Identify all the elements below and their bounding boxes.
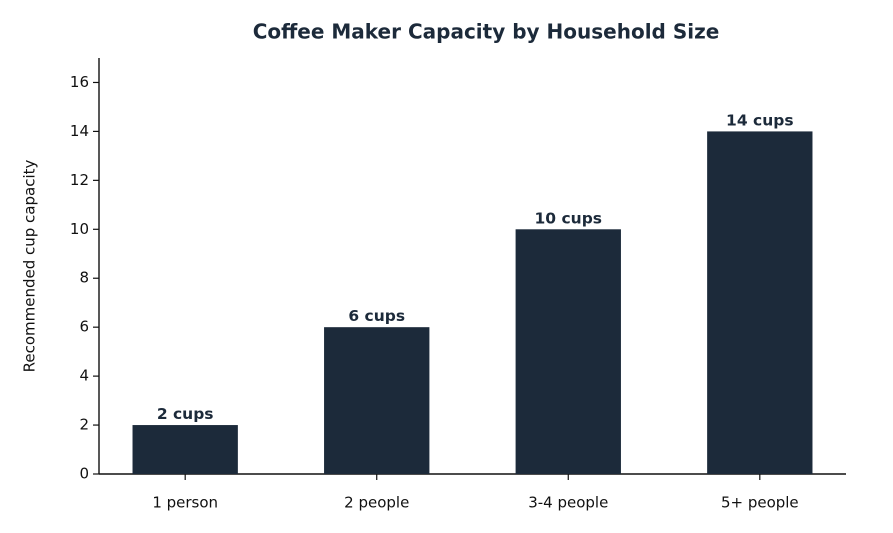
x-tick-label: 2 people — [344, 494, 409, 512]
y-tick-label: 12 — [70, 171, 89, 189]
value-label: 14 cups — [726, 111, 794, 129]
y-tick-label: 16 — [70, 73, 89, 91]
value-label: 10 cups — [535, 209, 603, 227]
value-label: 2 cups — [157, 405, 214, 423]
bar — [324, 327, 430, 474]
bar — [132, 425, 238, 474]
y-tick-label: 10 — [70, 220, 89, 238]
y-tick-label: 0 — [79, 465, 89, 483]
y-tick-label: 4 — [79, 367, 89, 385]
y-axis-label: Recommended cup capacity — [21, 159, 39, 372]
y-tick-label: 14 — [70, 122, 89, 140]
y-tick-label: 8 — [79, 269, 89, 287]
bar — [515, 229, 621, 474]
y-tick-label: 2 — [79, 416, 89, 434]
bar — [707, 131, 813, 475]
value-label: 6 cups — [348, 307, 405, 325]
y-tick-label: 6 — [79, 318, 89, 336]
x-tick-label: 5+ people — [721, 494, 799, 512]
x-tick-label: 1 person — [152, 494, 218, 512]
x-tick-label: 3-4 people — [528, 494, 608, 512]
chart-title: Coffee Maker Capacity by Household Size — [253, 20, 720, 44]
